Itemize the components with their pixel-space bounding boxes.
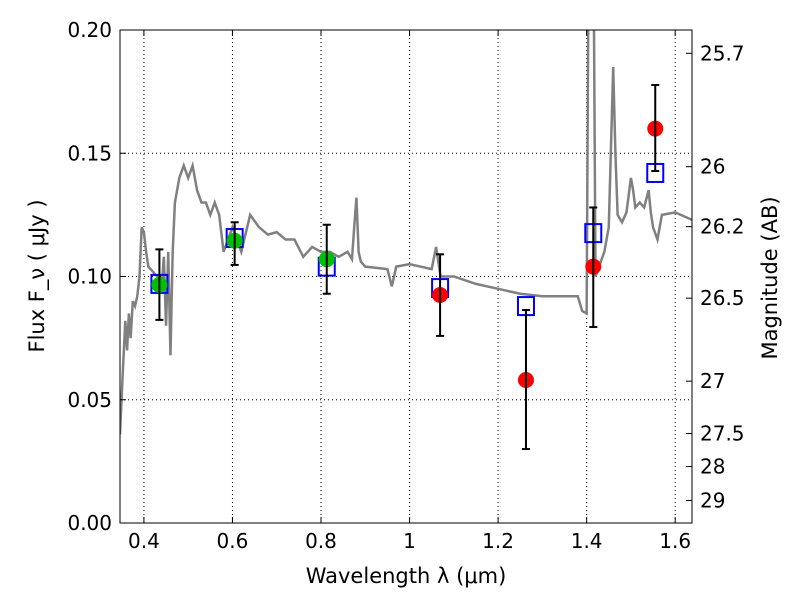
right-tick-label: 27.5	[700, 422, 745, 446]
x-tick-label: 1.6	[659, 529, 691, 553]
right-tick-label: 25.7	[700, 41, 745, 65]
right-tick-label: 26.5	[700, 286, 745, 310]
x-tick-label: 0.6	[217, 529, 249, 553]
y-axis-label: Flux F_ν ( μJy )	[25, 199, 50, 352]
y-tick-label: 0.20	[67, 18, 112, 42]
y-tick-label: 0.15	[67, 141, 112, 165]
plot-frame	[119, 29, 693, 524]
right-tick-label: 26.2	[700, 215, 745, 239]
x-tick-label: 0.4	[128, 529, 160, 553]
spectrum-line	[120, 30, 692, 435]
right-tick-label: 26	[700, 155, 725, 179]
spectrum-layer	[120, 30, 692, 435]
right-tick-label: 28	[700, 455, 725, 479]
y-tick-label: 0.00	[67, 511, 112, 535]
right-tick-label: 27	[700, 369, 725, 393]
x-tick-label: 1.2	[482, 529, 514, 553]
axis-ticks: 0.4 0.6 0.8 1 1.2 1.4 1.6 0.00 0.05 0.10 0.15 0.20 2…	[67, 18, 744, 553]
x-axis-label: Wavelength λ (μm)	[306, 564, 507, 588]
x-tick-label: 1.4	[571, 529, 603, 553]
grid	[120, 30, 692, 523]
right-tick-label: 29	[700, 489, 725, 513]
right-axis-label: Magnitude (AB)	[758, 196, 782, 359]
x-tick-label: 1	[403, 529, 416, 553]
y-tick-label: 0.05	[67, 388, 112, 412]
marker-layer	[150, 83, 665, 451]
y-tick-label: 0.10	[67, 265, 112, 289]
x-tick-label: 0.8	[305, 529, 337, 553]
